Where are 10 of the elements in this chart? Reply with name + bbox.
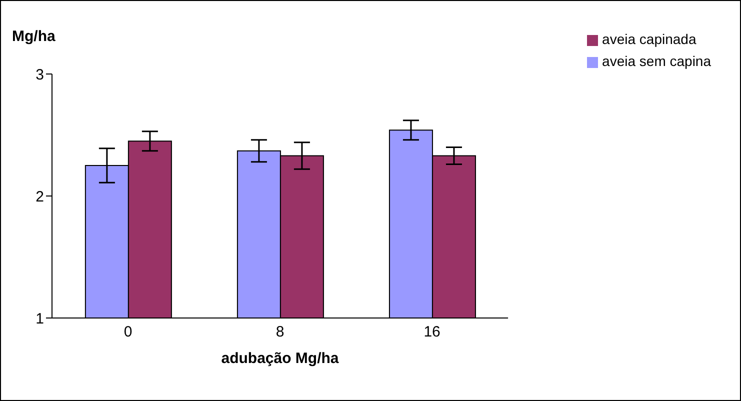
x-axis-title: adubação Mg/ha bbox=[221, 350, 340, 367]
x-tick-label: 16 bbox=[424, 324, 440, 341]
legend-label: aveia sem capina bbox=[602, 53, 711, 69]
x-tick-label: 0 bbox=[124, 324, 132, 341]
y-axis-title: Mg/ha bbox=[12, 28, 56, 45]
y-tick-label: 3 bbox=[36, 66, 44, 84]
legend-label: aveia capinada bbox=[602, 31, 696, 47]
x-tick-label: 8 bbox=[276, 324, 284, 341]
y-tick-label: 1 bbox=[36, 310, 44, 328]
y-tick-label: 2 bbox=[36, 188, 44, 206]
